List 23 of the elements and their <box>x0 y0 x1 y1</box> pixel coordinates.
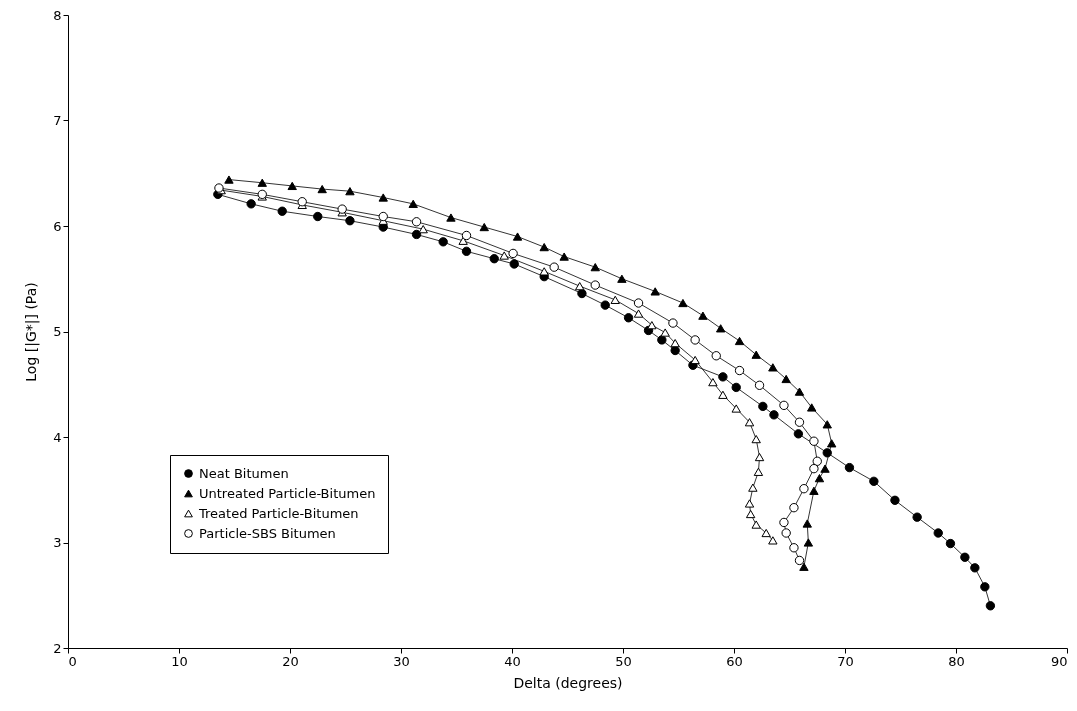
x-tick-label: 40 <box>504 653 521 669</box>
y-tick-label: 4 <box>53 429 62 445</box>
x-tick-label: 80 <box>948 653 965 669</box>
x-axis-title: Delta (degrees) <box>513 674 623 691</box>
y-tick-label: 5 <box>53 324 62 339</box>
x-tick-label: 10 <box>171 653 188 669</box>
legend-label: Untreated Particle-Bitumen <box>199 485 376 501</box>
y-tick-label: 3 <box>53 535 62 550</box>
y-axis-title: Log [|G*|] (Pa) <box>23 282 41 382</box>
y-tick-label: 8 <box>53 7 62 23</box>
x-tick-label: 50 <box>615 653 632 669</box>
y-tick-label: 2 <box>53 640 62 656</box>
x-tick-label: 20 <box>282 653 299 669</box>
x-tick-label: 30 <box>393 653 410 669</box>
legend-label: Particle-SBS Bitumen <box>199 525 336 541</box>
x-tick-label: 0 <box>68 653 77 669</box>
y-tick-label: 7 <box>53 113 62 128</box>
x-tick-label: 60 <box>726 653 743 669</box>
x-tick-label: 90 <box>1050 653 1068 669</box>
legend-label: Treated Particle-Bitumen <box>198 505 359 521</box>
x-tick-label: 70 <box>837 653 854 669</box>
y-tick-label: 6 <box>53 218 62 234</box>
legend-label: Neat Bitumen <box>199 465 289 481</box>
